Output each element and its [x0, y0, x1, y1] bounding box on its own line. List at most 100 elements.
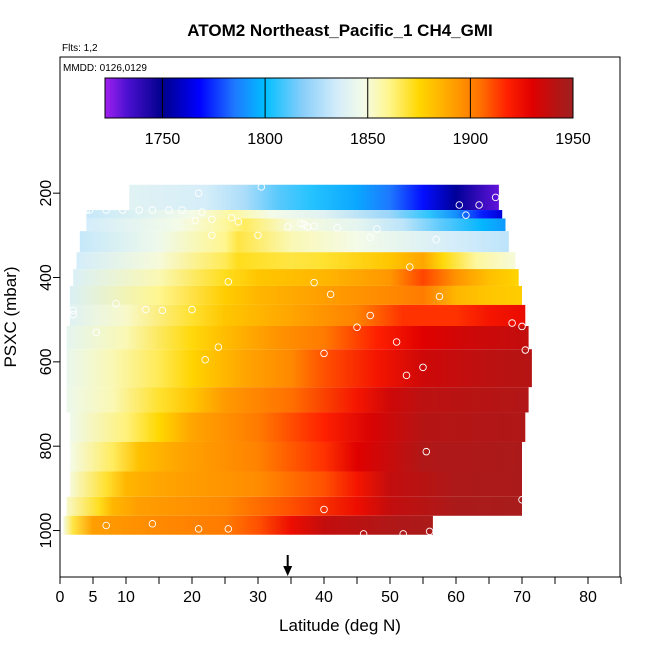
observation-point	[521, 346, 530, 354]
heatmap-band	[69, 304, 526, 327]
heatmap-band	[129, 184, 499, 211]
observation-point	[283, 223, 292, 231]
heatmap-band	[86, 210, 503, 219]
observation-point	[85, 206, 94, 214]
flights-label: Flts: 1,2	[62, 43, 98, 54]
x-tick-label: 10	[117, 589, 135, 606]
observation-point	[118, 206, 127, 214]
observation-point	[257, 183, 266, 191]
observation-point	[399, 530, 407, 538]
heatmap-band	[66, 496, 522, 516]
observation-point	[188, 305, 196, 314]
x-tick-label: 60	[447, 589, 465, 606]
x-tick-label: 50	[381, 589, 399, 606]
observation-point	[208, 231, 216, 240]
observation-point	[422, 447, 431, 456]
heatmap-band	[73, 269, 519, 286]
observation-point	[178, 206, 186, 214]
y-axis-label: PSXC (mbar)	[1, 266, 20, 367]
observation-point	[112, 299, 120, 308]
observation-point	[491, 193, 500, 202]
colorbar-tick-label: 1900	[453, 131, 489, 148]
observation-point	[518, 322, 526, 331]
observation-point	[373, 225, 381, 233]
y-tick-label: 400	[38, 264, 55, 291]
observation-point	[320, 505, 328, 514]
observation-point	[462, 211, 470, 219]
colorbar: 1750 1800 1850 1900 1950	[104, 77, 591, 148]
observation-point	[310, 222, 318, 230]
observation-point	[425, 527, 434, 536]
x-tick-label: 30	[249, 589, 267, 606]
colorbar-tick-label: 1950	[555, 131, 591, 148]
observation-point	[102, 521, 110, 530]
observation-point	[208, 215, 216, 224]
heatmap-band	[86, 218, 506, 232]
observation-point	[148, 206, 157, 214]
observation-point	[475, 201, 483, 209]
x-tick-label: 40	[315, 589, 333, 606]
heatmap-band	[79, 231, 509, 253]
observation-point	[326, 290, 335, 299]
observation-point	[310, 278, 318, 287]
observation-point	[432, 235, 440, 244]
observation-point	[194, 525, 203, 533]
observation-point	[214, 343, 223, 351]
x-tick-label: 0	[56, 589, 65, 606]
observation-point	[69, 306, 77, 315]
observation-point	[198, 208, 206, 216]
observation-point	[359, 530, 368, 538]
x-tick-label: 80	[579, 589, 597, 606]
observation-points	[69, 183, 530, 538]
x-tick-label: 20	[183, 589, 201, 606]
colorbar-gradient	[104, 77, 574, 119]
observation-point	[366, 233, 374, 242]
observation-point	[135, 206, 143, 214]
observation-point	[333, 223, 341, 232]
heatmap-band	[69, 412, 526, 442]
observation-point	[92, 328, 101, 337]
x-tick-label: 70	[513, 589, 531, 606]
observation-point	[353, 323, 361, 332]
heatmap-layer	[63, 184, 532, 535]
observation-point	[234, 218, 242, 226]
observation-point	[165, 206, 173, 214]
heatmap-band	[69, 471, 523, 497]
heatmap-band	[63, 515, 433, 535]
observation-point	[224, 277, 233, 286]
chart-title: ATOM2 Northeast_Pacific_1 CH4_GMI	[187, 21, 492, 40]
y-tick-label: 600	[38, 348, 55, 375]
observation-point	[227, 213, 236, 222]
heatmap-band	[66, 387, 529, 413]
observation-point	[201, 355, 209, 364]
observation-point	[148, 520, 157, 528]
observation-point	[297, 219, 305, 228]
observation-point	[102, 206, 110, 214]
observation-point	[518, 495, 526, 504]
observation-point	[82, 206, 91, 214]
heatmap-band	[69, 285, 523, 305]
observation-point	[191, 216, 200, 225]
observation-point	[254, 231, 262, 240]
observation-point	[194, 189, 203, 197]
observation-point	[508, 319, 516, 327]
heatmap-band	[66, 326, 529, 350]
observation-point	[158, 306, 167, 315]
observation-point	[435, 292, 444, 301]
observation-point	[366, 311, 374, 320]
title-group: ATOM2 Northeast_Pacific_1 CH4_GMI	[187, 21, 492, 40]
observation-point	[406, 263, 414, 271]
observation-point	[69, 310, 77, 319]
y-tick-label: 1000	[38, 513, 55, 549]
observation-point	[402, 371, 411, 380]
observation-point	[142, 305, 150, 314]
x-tick-label: 5	[89, 589, 98, 606]
latitude-marker	[283, 555, 293, 576]
y-tick-label: 800	[38, 433, 55, 460]
heatmap-band	[76, 252, 516, 270]
colorbar-tick-label: 1850	[350, 131, 386, 148]
observation-point	[455, 201, 464, 209]
heatmap-band	[69, 441, 523, 472]
x-axis-label: Latitude (deg N)	[279, 616, 401, 635]
colorbar-tick-label: 1800	[247, 131, 283, 148]
